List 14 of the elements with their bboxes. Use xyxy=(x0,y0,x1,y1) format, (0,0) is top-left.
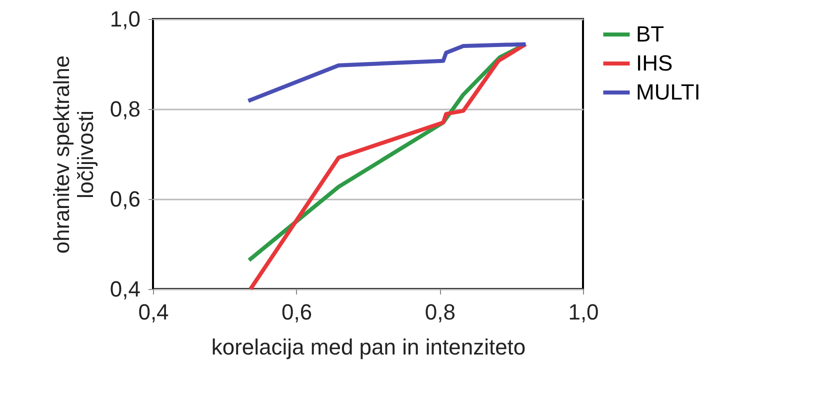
y-axis-title: ohranitev spektralne ločljivosti xyxy=(48,55,98,254)
legend-label: BT xyxy=(636,22,664,46)
x-axis-title: korelacija med pan in intenziteto xyxy=(211,334,526,360)
y-tick-label: 1,0 xyxy=(110,6,140,32)
line-series xyxy=(246,42,528,103)
x-tick-label: 1,0 xyxy=(568,300,599,324)
x-tick-label: 0,6 xyxy=(282,300,312,324)
y-tick-label: 0,6 xyxy=(110,186,140,212)
legend-label: MULTI xyxy=(636,80,700,104)
y-tick-label: 0,4 xyxy=(110,276,140,302)
x-tick-label: 0,4 xyxy=(138,300,169,324)
y-tick-label: 0,8 xyxy=(110,96,140,122)
x-tick-label: 0,8 xyxy=(424,300,456,324)
legend-label: IHS xyxy=(636,50,673,76)
